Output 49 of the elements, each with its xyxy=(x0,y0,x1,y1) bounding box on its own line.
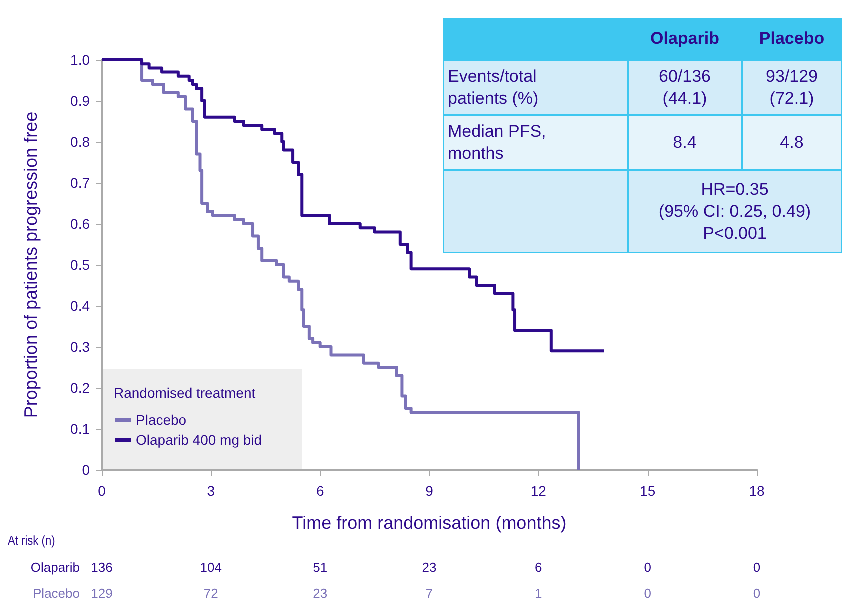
text: 7 xyxy=(424,586,434,601)
text: 72 xyxy=(202,586,220,601)
table-cell: 4.8 xyxy=(742,115,842,170)
x-tick-label: 0 xyxy=(98,483,106,499)
table-cell: Olaparib xyxy=(628,18,742,60)
text: 51 xyxy=(312,560,329,575)
text: 0 xyxy=(643,560,652,575)
text: Placebo xyxy=(33,586,80,601)
y-tick-label: 0.6 xyxy=(70,216,90,232)
y-tick-label: 0.2 xyxy=(70,380,90,396)
y-tick-label: 0 xyxy=(82,462,90,478)
table-cell: Median PFS, months xyxy=(443,115,628,170)
text: 23 xyxy=(421,560,438,575)
text: 136 xyxy=(91,560,113,575)
legend-label: Olaparib 400 mg bid xyxy=(136,432,262,448)
x-tick-label: 18 xyxy=(749,483,765,499)
table-cell: 93/129 (72.1) xyxy=(742,60,842,115)
text: 0 xyxy=(752,560,762,575)
y-tick-label: 0.3 xyxy=(70,339,90,355)
table-cell: 60/136 (44.1) xyxy=(628,60,742,115)
text: 129 xyxy=(91,586,113,601)
text: 1 xyxy=(534,586,544,601)
legend-title: Randomised treatment xyxy=(114,385,256,401)
x-axis-title: Time from randomisation (months) xyxy=(292,513,567,533)
text: At risk (n) xyxy=(8,533,56,548)
x-tick-label: 12 xyxy=(530,483,547,499)
table-cell: Events/total patients (%) xyxy=(443,60,628,115)
y-tick-label: 0.9 xyxy=(70,93,90,109)
y-axis-title: Proportion of patients progression free xyxy=(21,112,41,418)
table-cell: HR=0.35 (95% CI: 0.25, 0.49) P<0.001 xyxy=(628,170,842,253)
y-tick-label: 1.0 xyxy=(70,52,90,68)
text: 0 xyxy=(643,586,652,601)
legend-label: Placebo xyxy=(136,412,187,428)
x-tick-label: 15 xyxy=(640,483,656,499)
y-tick-label: 0.8 xyxy=(70,134,90,150)
text: 23 xyxy=(312,586,329,601)
table-cell: Placebo xyxy=(742,18,842,60)
table-cell: 8.4 xyxy=(628,115,742,170)
y-tick-label: 0.1 xyxy=(70,421,90,437)
x-tick-label: 6 xyxy=(316,483,324,499)
x-tick-label: 9 xyxy=(426,483,434,499)
text: 6 xyxy=(534,560,544,575)
y-tick-label: 0.7 xyxy=(70,175,90,191)
text: 104 xyxy=(199,560,223,575)
y-tick-label: 0.4 xyxy=(70,298,90,314)
text: 0 xyxy=(752,586,762,601)
y-tick-label: 0.5 xyxy=(70,257,90,273)
x-tick-label: 3 xyxy=(207,483,216,499)
text: Olaparib xyxy=(30,560,80,575)
